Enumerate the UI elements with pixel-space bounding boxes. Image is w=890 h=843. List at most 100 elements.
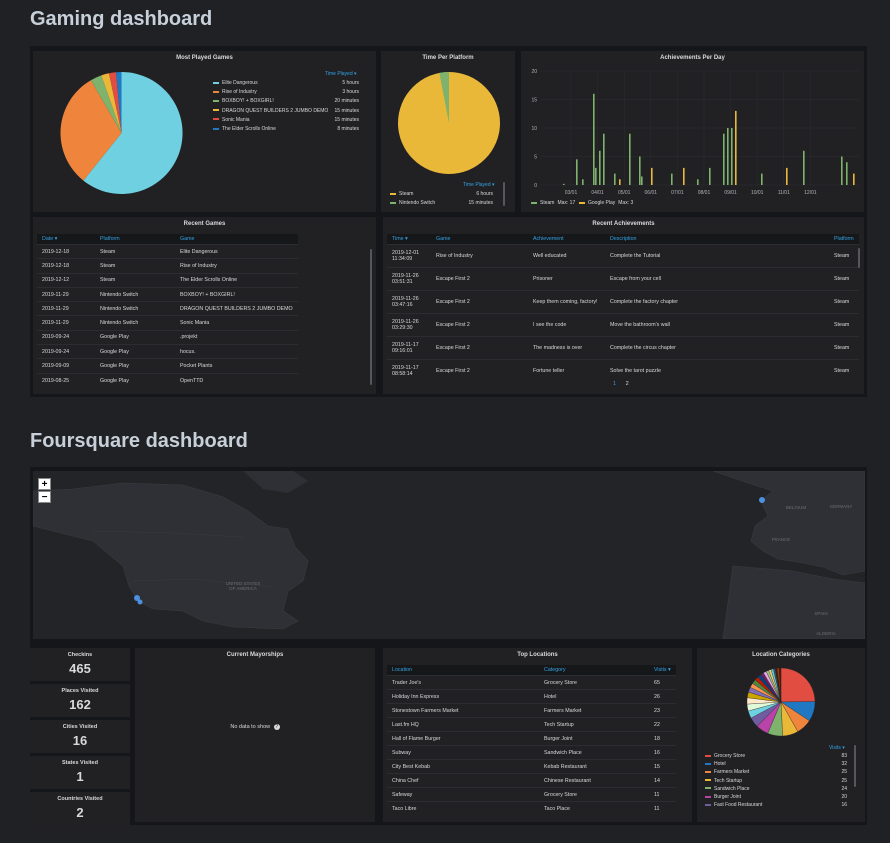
zoom-in-button[interactable]: + [38,478,51,490]
legend-item[interactable]: Tech Startup [705,778,742,784]
table-cell: Taco Libre [387,801,539,816]
table-row[interactable]: Taco Libre Taco Place 11 [387,801,676,816]
time-per-platform-pie-chart[interactable] [397,71,501,175]
legend-item[interactable]: Grocery Store [705,753,745,759]
most-played-pie-chart[interactable] [57,68,187,198]
help-icon[interactable]: ? [273,724,280,730]
column-header[interactable]: Platform [95,234,175,245]
table-row[interactable]: Subway Sandwich Place 16 [387,745,676,760]
column-header[interactable]: Game [431,234,528,245]
legend-swatch [213,100,219,103]
legend-item[interactable]: Burger Joint [705,794,741,800]
zoom-out-button[interactable]: − [38,491,51,503]
legend-item[interactable]: Steam Max: 17 [531,200,575,206]
table-scrollbar[interactable] [370,249,372,385]
legend-sort-header[interactable]: Time Played ▾ [325,71,357,77]
legend-item[interactable]: The Elder Scrolls Online [213,126,276,132]
column-header[interactable]: Location [387,665,539,676]
page-2-link[interactable]: 2 [625,381,629,387]
table-cell: Elite Dangerous [175,243,298,259]
table-row[interactable]: Last.fm HQ Tech Startup 22 [387,717,676,732]
table-cell: 22 [649,717,676,732]
table-row[interactable]: Trader Joe's Grocery Store 65 [387,675,676,690]
column-header[interactable]: Game [175,234,298,245]
table-row[interactable]: 2019-11-29 Nintendo Switch Sonic Mania [37,315,298,331]
column-header[interactable]: Description [605,234,829,245]
legend-item[interactable]: Fast Food Restaurant [705,802,762,808]
legend-label: Hotel [714,761,726,768]
column-header[interactable]: Time ▾ [387,234,431,245]
legend-sort-header[interactable]: Time Played ▾ [463,182,495,188]
table-row[interactable]: Stonestown Farmers Market Farmers Market 2… [387,703,676,718]
legend-item[interactable]: Farmers Market [705,769,749,775]
achievement-bar [595,167,597,185]
page-1-link[interactable]: 1 [613,381,617,387]
achievement-bar [683,167,685,185]
table-row[interactable]: 2019-11-26 03:47:16 Escape First 2 Keep th… [387,290,859,314]
table-cell: Sonic Mania [175,315,298,331]
legend-item[interactable]: Google Play Max: 3 [579,200,633,206]
table-row[interactable]: City Best Kebab Kebab Restaurant 15 [387,759,676,774]
table-row[interactable]: 2019-12-18 Steam Elite Dangerous [37,243,298,259]
legend-item[interactable]: DRAGON QUEST BUILDERS 2 JUMBO DEMO [213,108,328,114]
map-canvas [33,471,865,639]
column-header[interactable]: Achievement [528,234,605,245]
y-tick-label: 20 [531,69,537,75]
table-row[interactable]: 2019-12-01 11:34:09 Rise of Industry Well … [387,244,859,268]
table-row[interactable]: Safeway Grocery Store 11 [387,787,676,802]
achievement-bar [731,128,733,185]
table-row[interactable]: 2019-11-26 03:51:31 Escape First 2 Prisone… [387,267,859,291]
legend-item[interactable]: Nintendo Switch [390,200,435,206]
table-row[interactable]: Holiday Inn Express Hotel 26 [387,689,676,704]
checkins-map[interactable]: UNITED STATES OF AMERICA FRANCE GERMANY BEL… [33,471,865,639]
table-row[interactable]: 2019-09-24 Google Play .projekt [37,329,298,345]
table-cell: The Elder Scrolls Online [175,272,298,288]
table-row[interactable]: Hall of Flame Burger Burger Joint 18 [387,731,676,746]
x-tick-label: 08/01 [698,190,711,196]
legend-item[interactable]: Elite Dangerous [213,80,258,86]
legend-item[interactable]: Sandwich Place [705,786,750,792]
legend-item[interactable]: Sonic Mania [213,117,250,123]
legend-item[interactable]: Steam [390,191,413,197]
column-header[interactable]: Category [539,665,649,676]
table-row[interactable]: 2019-11-17 08:58:14 Escape First 2 Fortune… [387,359,859,383]
achievement-bar [629,133,631,185]
table-row[interactable]: China Chef Chinese Restaurant 14 [387,773,676,788]
table-cell: 2019-11-26 03:29:30 [387,313,431,337]
table-row[interactable]: 2019-12-18 Steam Rise of Industry [37,258,298,274]
panel-title: Location Categories [752,652,810,658]
achievements-per-day-chart[interactable]: 0 5 10 15 20 03/01 04/01 05/01 06/01 07/01 08/01 09… [521,51,864,212]
x-tick-label: 10/01 [751,190,764,196]
table-row[interactable]: 2019-09-09 Google Play Pocket Plants [37,358,298,374]
table-row[interactable]: 2019-11-17 09:16:01 Escape First 2 The mad… [387,336,859,360]
table-cell: Nintendo Switch [95,301,175,316]
legend-swatch [213,90,219,93]
table-row[interactable]: 2019-12-12 Steam The Elder Scrolls Online [37,272,298,288]
legend-item[interactable]: BOXBOY! + BOXGIRL! [213,98,274,104]
table-row[interactable]: 2019-08-25 Google Play OpenTTD [37,372,298,388]
legend-item[interactable]: Rise of Industry [213,89,257,95]
achievement-bar [803,150,805,185]
table-row[interactable]: 2019-11-29 Nintendo Switch DRAGON QUEST BU… [37,301,298,316]
table-row[interactable]: 2019-11-29 Nintendo Switch BOXBOY! + BOXGI… [37,286,298,302]
legend-item[interactable]: Hotel [705,761,726,767]
legend-label: Google Play [588,200,616,206]
table-cell: Taco Place [539,801,649,816]
legend-scrollbar[interactable] [503,182,505,206]
legend-sort-header[interactable]: Visits ▾ [829,745,845,751]
table-row[interactable]: 2019-09-24 Google Play hocus. [37,344,298,359]
table-cell: Keep them coming, factory! [528,290,605,314]
table-cell: Trader Joe's [387,675,539,690]
table-scrollbar[interactable] [858,248,860,268]
column-header[interactable]: Date ▾ [37,234,95,245]
location-categories-pie-chart[interactable] [745,666,817,738]
column-header[interactable]: Platform [829,234,859,245]
table-cell: OpenTTD [175,372,298,388]
achievement-bar [603,133,605,185]
legend-value: 83 [841,753,847,759]
pie-slice-nintendo-switch [439,71,449,123]
column-header[interactable]: Visits ▾ [649,665,676,676]
legend-scrollbar[interactable] [854,745,856,787]
achievement-bar [639,156,641,185]
